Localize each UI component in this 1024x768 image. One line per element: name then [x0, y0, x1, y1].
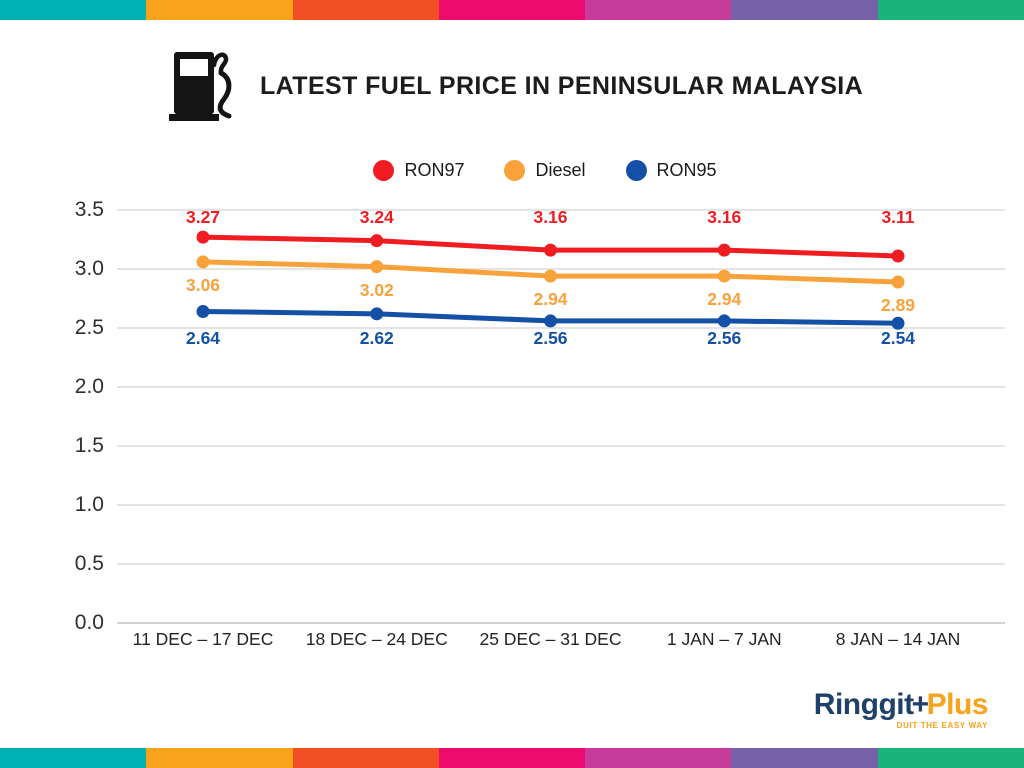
logo-ringgit-text: Ringgit — [813, 688, 914, 721]
x-axis-tick-label: 25 DEC – 31 DEC — [479, 629, 622, 649]
value-label-ron95: 2.56 — [533, 328, 568, 348]
plus-icon: + — [911, 688, 930, 721]
value-label-ron95: 2.64 — [185, 328, 221, 348]
value-label-ron97: 3.11 — [881, 207, 915, 227]
value-label-ron95: 2.62 — [359, 328, 394, 348]
value-label-ron95: 2.56 — [707, 328, 742, 348]
color-bar-segment — [146, 748, 293, 768]
header: LATEST FUEL PRICE IN PENINSULAR MALAYSIA — [168, 50, 863, 122]
data-point-ron95 — [544, 314, 557, 328]
data-point-ron97 — [717, 243, 731, 257]
data-point-diesel — [891, 275, 905, 289]
x-axis-tick-label: 11 DEC – 17 DEC — [132, 629, 274, 649]
ringgitplus-logo: Ringgit+Plus DUIT THE EASY WAY — [813, 688, 989, 730]
color-bar-segment — [731, 748, 878, 768]
chart-title: LATEST FUEL PRICE IN PENINSULAR MALAYSIA — [260, 71, 864, 100]
data-point-ron97 — [544, 243, 557, 257]
top-color-bar — [0, 0, 1024, 20]
color-bar-segment — [292, 0, 439, 20]
data-point-diesel — [196, 255, 210, 269]
data-point-ron97 — [370, 234, 384, 248]
color-bar-segment — [585, 0, 732, 20]
logo-plus-text: Plus — [926, 688, 989, 721]
data-point-diesel — [370, 260, 384, 274]
y-axis-tick-label: 3.0 — [74, 257, 104, 280]
color-bar-segment — [0, 0, 147, 20]
data-point-diesel — [717, 269, 731, 283]
value-label-ron97: 3.27 — [185, 207, 221, 227]
value-label-diesel: 2.94 — [533, 289, 568, 310]
x-axis-tick-label: 18 DEC – 24 DEC — [305, 629, 448, 649]
color-bar-segment — [731, 0, 878, 20]
y-axis-tick-label: 1.0 — [74, 493, 104, 516]
data-point-diesel — [544, 269, 557, 283]
value-label-ron95: 2.54 — [880, 328, 916, 348]
color-bar-segment — [877, 0, 1024, 20]
legend-label: RON97 — [404, 160, 465, 180]
color-bar-segment — [585, 748, 732, 768]
value-label-diesel: 3.06 — [185, 274, 221, 295]
value-label-diesel: 2.89 — [880, 294, 916, 315]
y-axis-tick-label: 2.0 — [74, 375, 104, 398]
data-point-ron97 — [891, 249, 905, 263]
y-axis-tick-label: 3.5 — [74, 198, 104, 221]
y-axis-tick-label: 0.0 — [74, 611, 104, 634]
value-label-ron97: 3.16 — [707, 207, 742, 227]
color-bar-segment — [0, 748, 147, 768]
legend-dot-icon — [504, 160, 526, 181]
y-axis-tick-label: 0.5 — [74, 552, 104, 575]
value-label-ron97: 3.24 — [359, 207, 394, 227]
y-axis-tick-label: 2.5 — [74, 316, 104, 339]
bottom-color-bar — [0, 748, 1024, 768]
value-label-ron97: 3.16 — [533, 207, 568, 227]
value-label-diesel: 2.94 — [707, 289, 742, 310]
legend-label: Diesel — [535, 160, 586, 180]
logo-tagline: DUIT THE EASY WAY — [896, 721, 988, 730]
logo-wordmark: Ringgit+Plus — [813, 688, 989, 721]
color-bar-segment — [438, 748, 586, 768]
legend-dot-icon — [373, 160, 395, 181]
data-point-ron97 — [196, 230, 210, 244]
data-point-ron95 — [717, 314, 731, 328]
data-point-ron95 — [891, 316, 905, 330]
legend-label: RON95 — [656, 160, 717, 180]
legend-item-ron97: RON97 — [373, 160, 464, 181]
color-bar-segment — [292, 748, 439, 768]
color-bar-segment — [146, 0, 293, 20]
value-label-diesel: 3.02 — [359, 279, 394, 300]
fuel-pump-icon — [168, 50, 234, 122]
legend-dot-icon — [625, 160, 647, 181]
data-point-ron95 — [370, 307, 384, 321]
data-point-ron95 — [196, 304, 210, 318]
color-bar-segment — [877, 748, 1024, 768]
x-axis-tick-label: 1 JAN – 7 JAN — [666, 629, 782, 649]
y-axis-tick-label: 1.5 — [74, 434, 104, 457]
legend-item-diesel: Diesel — [504, 160, 586, 181]
legend-item-ron95: RON95 — [625, 160, 717, 181]
x-axis-tick-label: 8 JAN – 14 JAN — [835, 629, 961, 649]
color-bar-segment — [438, 0, 586, 20]
chart-legend: RON97 Diesel RON95 — [0, 160, 1024, 181]
